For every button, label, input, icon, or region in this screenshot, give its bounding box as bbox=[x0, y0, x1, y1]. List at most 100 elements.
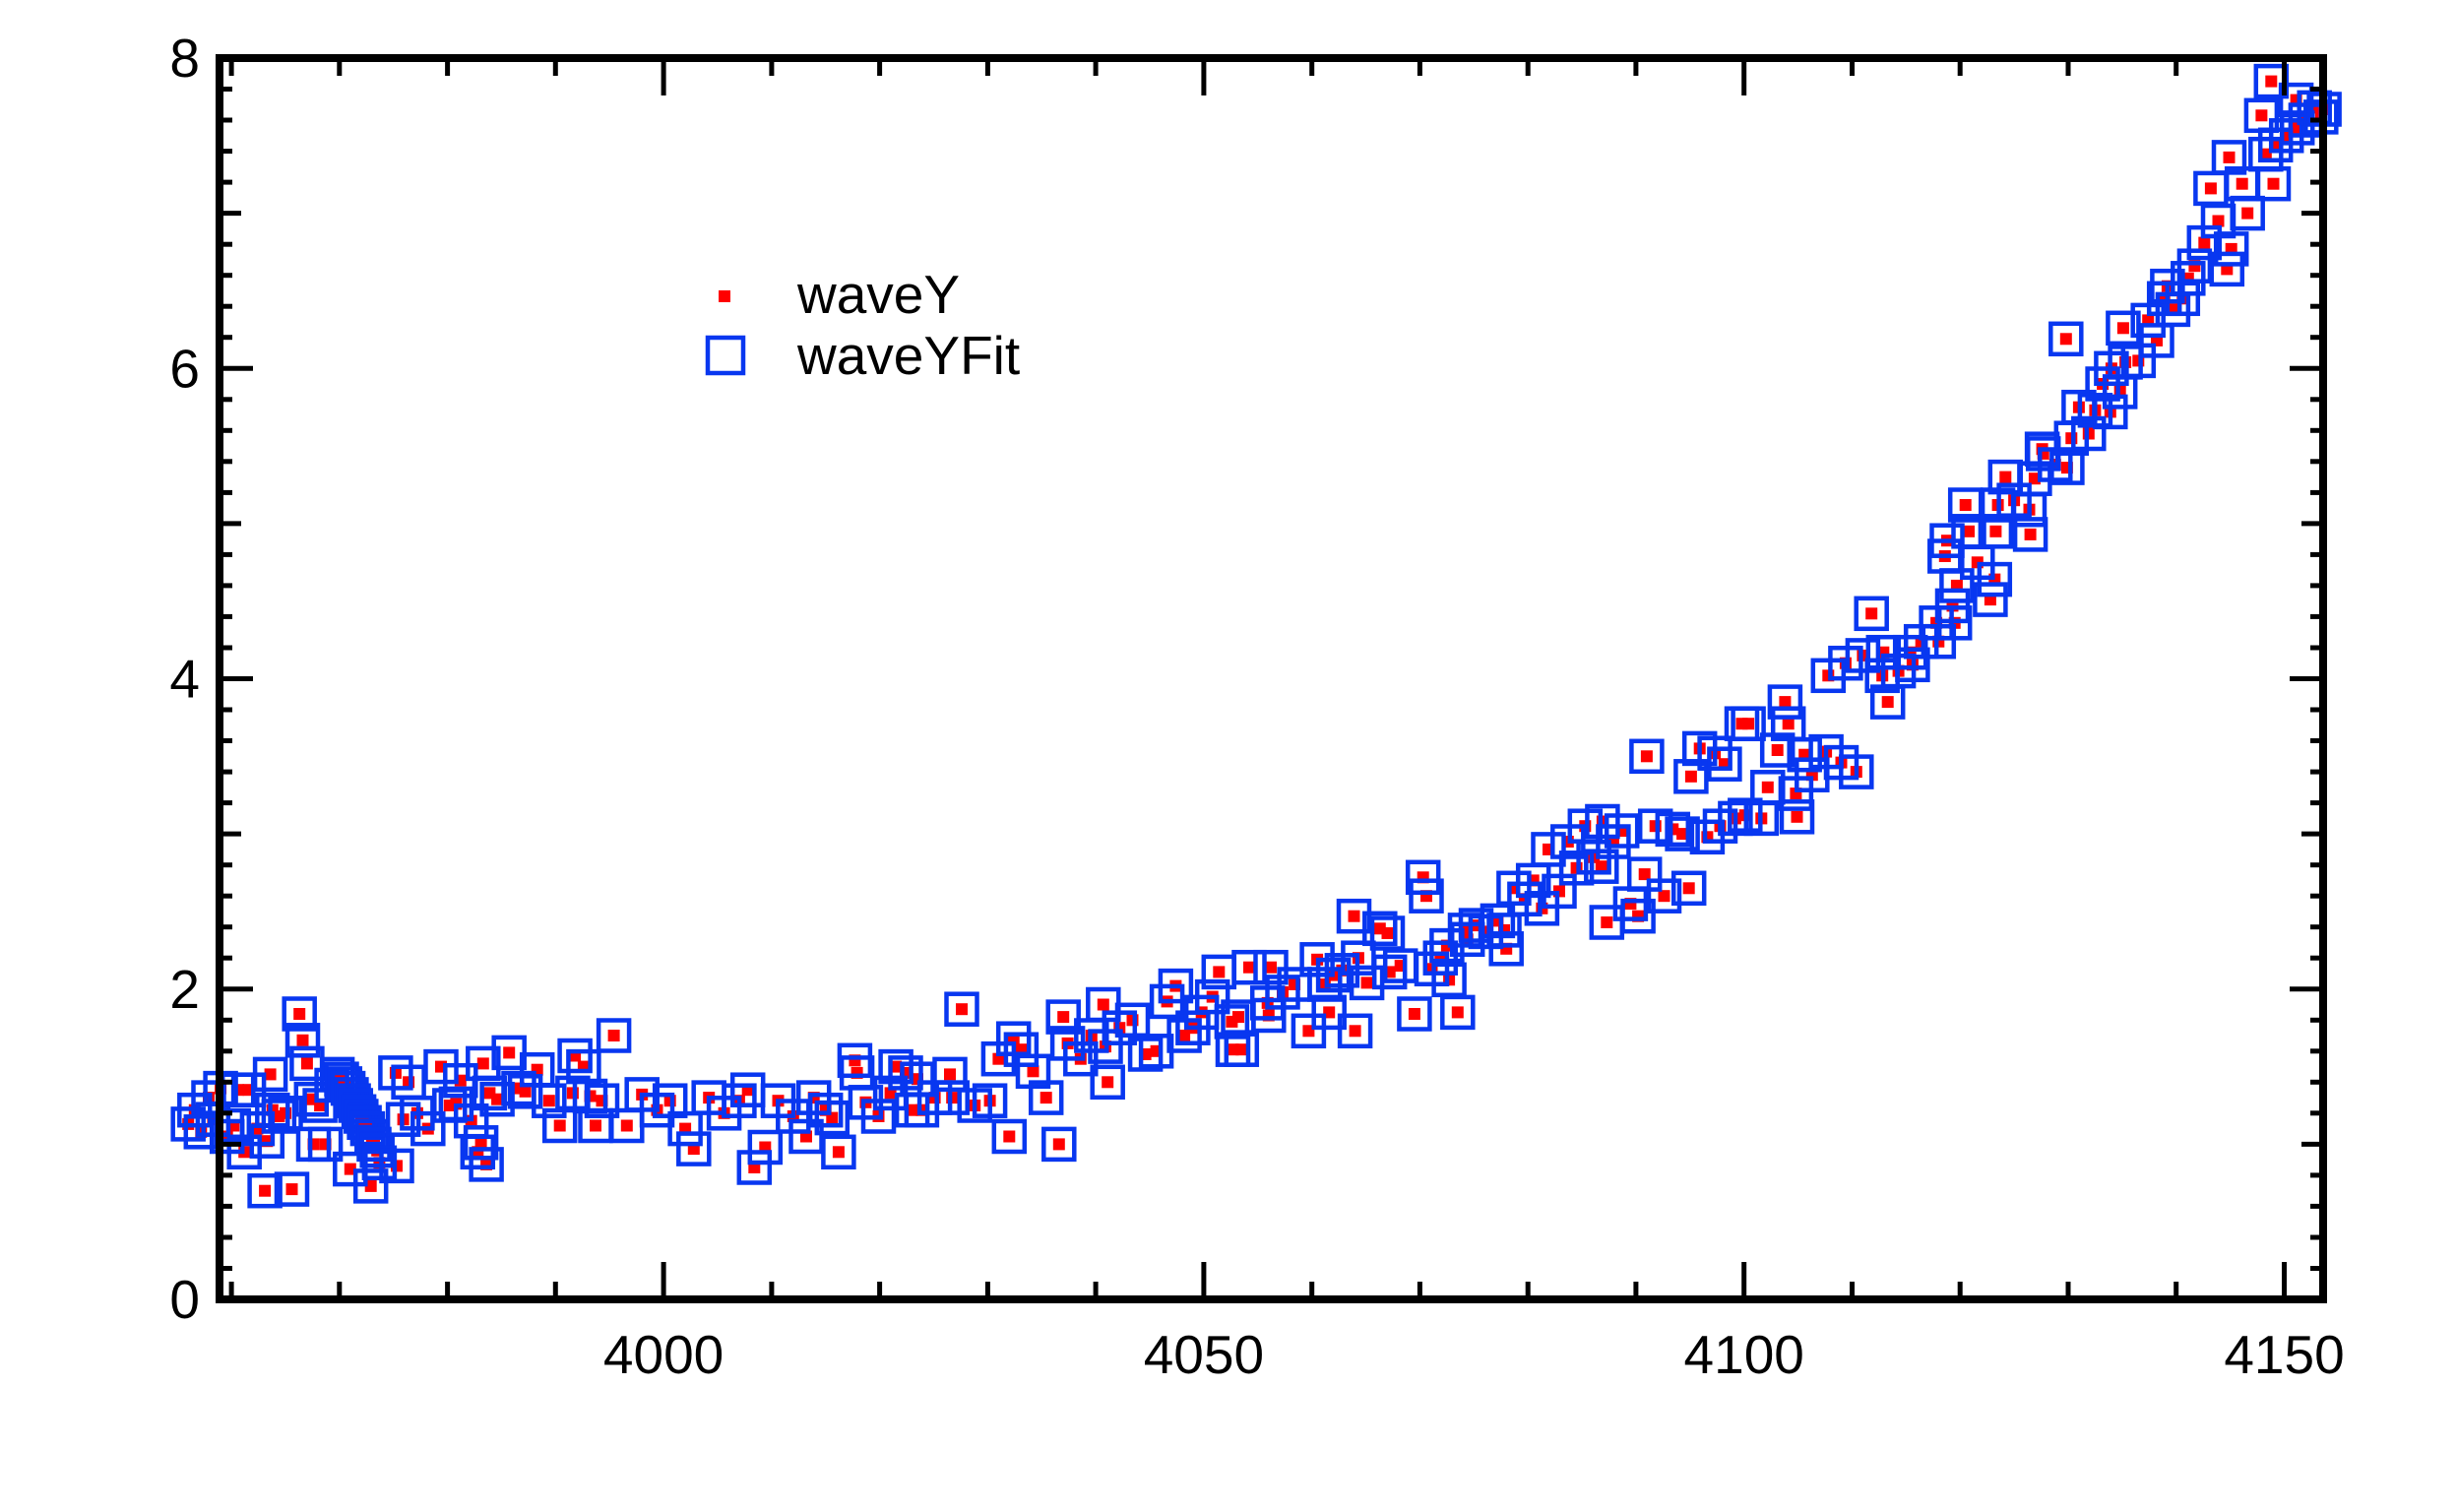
data-point-waveYFit bbox=[1397, 996, 1432, 1032]
data-point-waveY bbox=[1040, 1092, 1052, 1104]
data-point-waveYFit bbox=[1114, 1002, 1151, 1039]
data-point-waveY bbox=[1102, 1076, 1114, 1089]
data-point-waveYFit bbox=[1787, 736, 1822, 773]
data-point-waveY bbox=[620, 1119, 633, 1132]
data-point-waveYFit bbox=[1015, 1053, 1051, 1090]
data-point-waveYFit bbox=[1349, 965, 1385, 1001]
x-tick-label: 4100 bbox=[1684, 1324, 1804, 1385]
data-point-waveY bbox=[2259, 148, 2272, 160]
data-point-waveYFit bbox=[932, 1056, 968, 1093]
data-point-waveY bbox=[832, 1146, 845, 1159]
data-point-waveY bbox=[1451, 1006, 1464, 1019]
data-point-waveY bbox=[2255, 109, 2268, 122]
data-point-waveYFit bbox=[1977, 561, 2013, 598]
data-point-waveY bbox=[607, 1030, 620, 1041]
data-point-waveY bbox=[1682, 882, 1695, 895]
data-point-waveYFit bbox=[1585, 803, 1620, 840]
data-point-waveYFit bbox=[1936, 605, 1973, 641]
data-point-waveYFit bbox=[1779, 799, 1815, 835]
data-point-waveYFit bbox=[2120, 343, 2157, 379]
axis-ticks bbox=[220, 55, 2323, 1302]
data-point-waveY bbox=[944, 1068, 956, 1081]
data-point-waveY bbox=[364, 1179, 377, 1192]
data-point-waveYFit bbox=[1214, 1004, 1250, 1040]
x-tick-label: 4000 bbox=[603, 1324, 724, 1385]
data-point-waveYFit bbox=[1839, 754, 1874, 789]
data-point-waveY bbox=[2198, 236, 2211, 249]
data-point-waveYFit bbox=[1063, 1040, 1099, 1077]
series-waveYFit bbox=[170, 63, 2342, 1209]
data-point-waveYFit bbox=[934, 1080, 970, 1115]
data-point-waveY bbox=[293, 1008, 306, 1020]
data-point-waveYFit bbox=[991, 1118, 1028, 1155]
data-point-waveY bbox=[474, 1136, 487, 1149]
data-point-waveYFit bbox=[1665, 816, 1700, 851]
data-point-waveY bbox=[259, 1184, 272, 1197]
data-point-waveYFit bbox=[1670, 870, 1707, 907]
legend-swatch-waveY-filled-square-icon bbox=[719, 290, 730, 302]
data-point-waveYFit bbox=[1041, 1126, 1077, 1163]
data-point-waveY bbox=[1782, 718, 1795, 730]
data-point-waveY bbox=[1771, 744, 1784, 756]
data-point-waveYFit bbox=[1224, 1032, 1260, 1067]
legend-label-waveY: waveY bbox=[796, 264, 960, 325]
data-point-waveYFit bbox=[284, 1023, 321, 1058]
data-point-waveY bbox=[1323, 1006, 1336, 1019]
data-point-waveY bbox=[890, 1060, 903, 1073]
y-tick-label: 4 bbox=[169, 649, 200, 710]
data-point-waveYFit bbox=[1194, 978, 1230, 1015]
data-point-waveY bbox=[476, 1057, 489, 1070]
data-point-waveY bbox=[519, 1085, 532, 1098]
data-point-waveYFit bbox=[1409, 878, 1444, 914]
data-point-waveYFit bbox=[722, 1083, 757, 1118]
data-point-waveY bbox=[2212, 215, 2225, 227]
data-point-waveY bbox=[1348, 910, 1360, 922]
data-point-waveYFit bbox=[1697, 735, 1732, 771]
data-point-waveYFit bbox=[1231, 949, 1267, 985]
data-point-waveYFit bbox=[356, 1126, 392, 1163]
data-point-waveYFit bbox=[1707, 746, 1742, 782]
data-point-waveYFit bbox=[1646, 878, 1682, 914]
data-point-waveYFit bbox=[995, 1021, 1032, 1056]
data-point-waveY bbox=[1302, 1025, 1315, 1038]
data-point-waveYFit bbox=[1655, 811, 1691, 848]
legend[interactable]: waveY waveYFit bbox=[705, 264, 1020, 386]
data-point-waveY bbox=[1360, 976, 1373, 989]
data-point-waveY bbox=[1658, 890, 1670, 903]
data-point-waveY bbox=[1349, 1025, 1361, 1038]
data-point-waveYFit bbox=[1845, 638, 1881, 673]
data-point-waveY bbox=[1761, 781, 1774, 793]
data-point-waveYFit bbox=[379, 1148, 414, 1184]
data-point-waveYFit bbox=[1689, 819, 1726, 855]
data-point-waveYFit bbox=[226, 1134, 262, 1170]
data-point-waveY bbox=[1235, 1043, 1248, 1056]
data-point-waveYFit bbox=[2255, 165, 2292, 202]
data-point-waveYFit bbox=[1028, 1080, 1064, 1115]
x-tick-label: 4150 bbox=[2224, 1324, 2344, 1385]
data-point-waveYFit bbox=[1854, 596, 1889, 632]
data-point-waveY bbox=[1791, 810, 1803, 823]
data-point-waveY bbox=[956, 1003, 968, 1016]
data-point-waveYFit bbox=[1090, 1064, 1125, 1101]
data-point-waveYFit bbox=[1405, 859, 1441, 896]
data-point-waveYFit bbox=[1731, 706, 1766, 741]
data-point-waveY bbox=[1865, 607, 1878, 620]
data-point-waveYFit bbox=[2071, 415, 2107, 452]
data-point-waveYFit bbox=[252, 1056, 288, 1093]
data-point-waveY bbox=[264, 1068, 277, 1081]
data-point-waveYFit bbox=[1973, 582, 2008, 617]
data-point-waveY bbox=[2204, 182, 2217, 195]
data-point-waveY bbox=[1381, 927, 1394, 939]
data-point-waveY bbox=[2265, 75, 2278, 88]
data-point-waveYFit bbox=[1458, 908, 1494, 943]
data-point-waveYFit bbox=[814, 1100, 850, 1136]
data-point-waveY bbox=[1007, 1033, 1020, 1045]
data-point-waveYFit bbox=[1422, 940, 1459, 976]
data-point-waveYFit bbox=[1620, 898, 1656, 934]
data-point-waveY bbox=[1676, 828, 1689, 841]
data-point-waveYFit bbox=[596, 1018, 632, 1053]
data-point-waveY bbox=[542, 1095, 555, 1107]
data-point-waveYFit bbox=[1750, 770, 1786, 805]
data-point-waveY bbox=[1265, 961, 1277, 974]
legend-swatch-waveYFit-open-square-icon bbox=[705, 335, 746, 376]
